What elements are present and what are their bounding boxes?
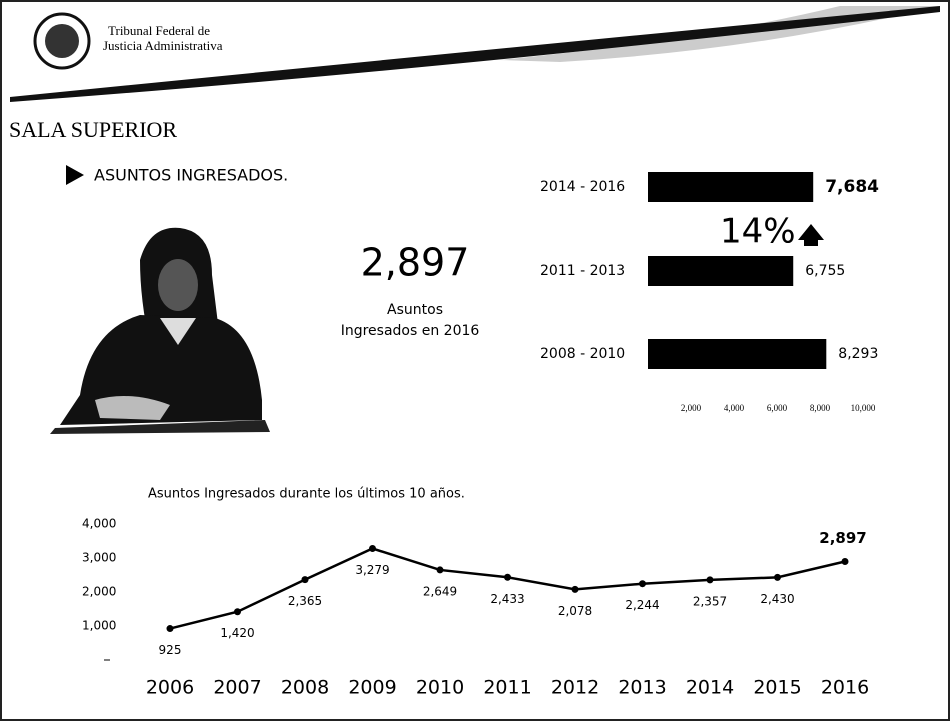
x-tick-label: 2013: [618, 677, 666, 699]
point: [841, 558, 849, 566]
point: [369, 545, 376, 553]
value-label: 2,433: [490, 592, 524, 606]
point: [166, 625, 174, 633]
header-line1: Tribunal Federal de: [108, 23, 210, 38]
value-label: 2,365: [288, 594, 322, 608]
x-tick-label: 8,000: [810, 403, 831, 413]
bullet-text: ASUNTOS INGRESADOS.: [94, 166, 288, 185]
value-label: 2,649: [423, 584, 457, 598]
x-tick-label: 2015: [753, 677, 801, 699]
slide-title: SALA SUPERIOR: [9, 117, 177, 142]
bullet-arrow: [66, 165, 84, 185]
x-tick-label: 10,000: [851, 403, 876, 413]
header-swoosh: [10, 6, 940, 102]
value-label: 7,684: [825, 177, 879, 197]
x-tick-label: 2014: [686, 677, 734, 699]
y-tick-label: 4,000: [82, 517, 116, 531]
x-tick-label: 2007: [213, 677, 261, 699]
point: [571, 585, 579, 593]
point: [504, 573, 511, 581]
point: [639, 580, 646, 588]
bar: [648, 172, 814, 202]
value-label: 1,420: [220, 626, 254, 640]
point: [774, 573, 781, 581]
x-tick-label: 6,000: [767, 403, 788, 413]
category-label: 2014 - 2016: [540, 179, 625, 195]
chart-title: Asuntos Ingresados durante los últimos 1…: [148, 487, 465, 502]
photo: [50, 227, 270, 434]
highlight-number: 2,897: [361, 241, 470, 285]
y-tick-label: 2,000: [82, 585, 116, 599]
value-label: 925: [159, 643, 182, 657]
category-label: 2008 - 2010: [540, 346, 625, 362]
annotation: 14%: [720, 212, 796, 252]
value-label: 2,897: [819, 529, 866, 547]
highlight-caption: Asuntos: [387, 302, 443, 318]
value-label: 6,755: [805, 263, 845, 279]
value-label: 3,279: [355, 563, 389, 577]
point: [301, 576, 309, 584]
up-arrow: [798, 224, 824, 246]
point: [706, 576, 714, 584]
x-tick-label: 2010: [416, 677, 464, 699]
value-label: 8,293: [838, 346, 878, 362]
bar: [648, 256, 794, 286]
x-tick-label: 2011: [483, 677, 531, 699]
point: [436, 566, 444, 574]
x-tick-label: 2009: [348, 677, 396, 699]
x-tick-label: 2012: [551, 677, 599, 699]
x-tick-label: 4,000: [724, 403, 745, 413]
x-tick-label: 2,000: [681, 403, 702, 413]
value-label: 2,430: [760, 592, 794, 606]
value-label: 2,357: [693, 594, 727, 608]
category-label: 2011 - 2013: [540, 263, 625, 279]
point: [234, 608, 241, 616]
logo-center: [45, 24, 79, 58]
value-label: 2,244: [625, 598, 659, 612]
y-tick-label: 1,000: [82, 619, 116, 633]
value-label: 2,078: [558, 604, 592, 618]
x-tick-label: 2006: [146, 677, 194, 699]
x-tick-label: 2016: [821, 677, 869, 699]
highlight-caption: Ingresados en 2016: [341, 323, 480, 339]
y-tick-label: 3,000: [82, 551, 116, 565]
bar: [648, 339, 827, 369]
header-line2: Justicia Administrativa: [103, 38, 223, 53]
x-tick-label: 2008: [281, 677, 329, 699]
